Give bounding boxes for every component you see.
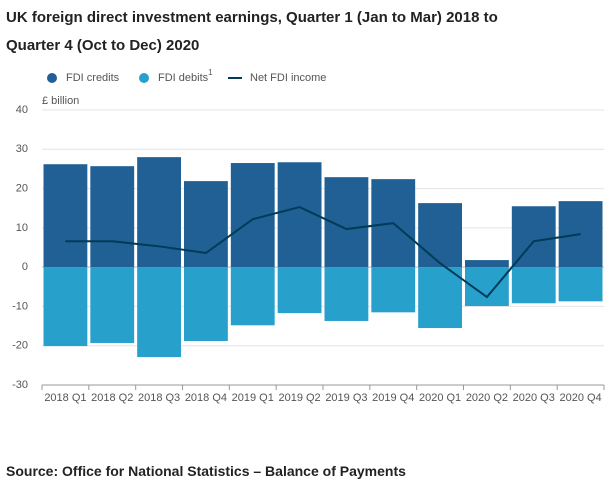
legend-marker bbox=[47, 73, 57, 83]
bar bbox=[184, 267, 228, 341]
y-tick-label: -20 bbox=[12, 340, 28, 352]
bar bbox=[511, 267, 556, 304]
y-tick-label: 30 bbox=[16, 143, 28, 155]
x-tick-label: 2018 Q1 bbox=[44, 392, 86, 404]
legend-label: Net FDI income bbox=[250, 72, 326, 84]
legend-marker bbox=[139, 73, 149, 83]
bar bbox=[137, 267, 181, 358]
bar bbox=[558, 201, 603, 268]
source-note: Source: Office for National Statistics –… bbox=[6, 463, 406, 479]
y-tick-label: 40 bbox=[16, 104, 28, 116]
x-tick-label: 2018 Q3 bbox=[138, 392, 180, 404]
x-tick-label: 2020 Q3 bbox=[513, 392, 555, 404]
bar bbox=[90, 267, 135, 343]
x-tick-label: 2020 Q2 bbox=[466, 392, 508, 404]
bar bbox=[465, 260, 509, 268]
y-axis-label: £ billion bbox=[42, 95, 79, 107]
y-tick-label: 20 bbox=[16, 182, 28, 194]
bar bbox=[43, 267, 88, 347]
legend-label: FDI debits1 bbox=[158, 68, 213, 84]
y-tick-label: -30 bbox=[12, 379, 28, 391]
legend-label-name: FDI debits bbox=[158, 72, 209, 84]
x-tick-label: 2019 Q4 bbox=[372, 392, 414, 404]
x-tick-label: 2020 Q4 bbox=[559, 392, 601, 404]
y-tick-label: 0 bbox=[22, 261, 28, 273]
chart-title: UK foreign direct investment earnings, Q… bbox=[6, 9, 498, 54]
bar bbox=[558, 267, 603, 302]
bar bbox=[324, 267, 369, 321]
bar bbox=[137, 157, 181, 268]
bar bbox=[277, 267, 322, 314]
x-tick-label: 2019 Q1 bbox=[232, 392, 274, 404]
x-tick-label: 2020 Q1 bbox=[419, 392, 461, 404]
x-tick-label: 2019 Q2 bbox=[278, 392, 320, 404]
legend-superscript: 1 bbox=[208, 68, 213, 77]
x-tick-label: 2018 Q4 bbox=[185, 392, 227, 404]
y-tick-label: 10 bbox=[16, 222, 28, 234]
bar bbox=[43, 164, 88, 268]
x-tick-label: 2018 Q2 bbox=[91, 392, 133, 404]
legend-label: FDI credits bbox=[66, 72, 120, 84]
bar bbox=[511, 206, 556, 268]
y-tick-label: -10 bbox=[12, 300, 28, 312]
bar bbox=[418, 267, 462, 329]
bar bbox=[418, 203, 462, 268]
bar bbox=[90, 166, 135, 268]
legend-label-name: FDI credits bbox=[66, 72, 120, 84]
bar bbox=[184, 181, 228, 268]
net-line bbox=[65, 205, 581, 299]
bar bbox=[371, 267, 416, 313]
bar bbox=[230, 267, 275, 326]
x-tick-label: 2019 Q3 bbox=[325, 392, 367, 404]
chart: £ billion -30 -20 -10 0 10 20 30 40 FDI credits FD… bbox=[12, 68, 605, 404]
legend-label-name: Net FDI income bbox=[250, 72, 326, 84]
